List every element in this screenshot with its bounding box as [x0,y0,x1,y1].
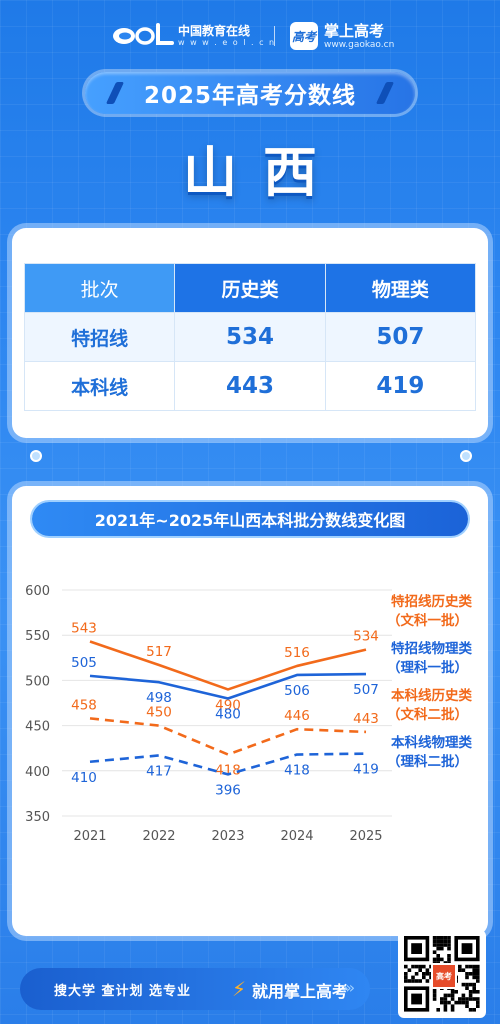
header-batch: 批次 [23,263,176,313]
table-row: 本科线 443 419 [23,361,477,411]
eol-name: 中国教育在线 [178,24,251,38]
line-chart: 600 550 500 450 400 350 2021 2022 2023 2024 2025 54… [25,584,472,844]
data-label: 480 [215,706,241,722]
gaokao-name: 掌上高考 [324,22,385,40]
table-header-row: 批次 历史类 物理类 [23,263,477,313]
undergrad-history-score: 443 [174,361,326,411]
x-tick-label: 2023 [211,829,244,844]
footer-app-name: 就用掌上高考 [252,982,349,1001]
qr-pattern-icon [404,936,480,1012]
series-line [89,640,367,691]
data-label: 443 [353,711,379,727]
card-connector-right [460,450,472,462]
data-label: 418 [215,763,241,779]
x-tick-label: 2024 [280,829,313,844]
data-label: 507 [353,682,379,698]
score-table: 批次 历史类 物理类 特招线 534 507 本科线 443 419 [23,263,477,411]
lightning-icon: ⚡ [232,977,247,1001]
data-label: 534 [353,629,379,645]
data-label: 516 [284,645,310,661]
row-label-special: 特招线 [23,312,176,362]
data-label: 506 [284,683,310,699]
series-line [89,717,367,756]
legend-sublabel: （理科一批） [387,659,468,676]
header-physics: 物理类 [324,263,477,313]
legend-label: 本科线物理类 [391,734,472,751]
page-title: 2025年高考分数线 [143,83,356,109]
y-tick-label: 550 [25,629,50,644]
table-row: 特招线 534 507 [23,312,477,362]
eol-url: w w w . e o l . c n [178,38,276,47]
y-tick-label: 350 [25,810,50,825]
qr-code[interactable]: 高考 [398,930,486,1018]
eol-logo-icon [113,23,174,45]
y-tick-label: 600 [25,584,50,599]
header-history: 历史类 [174,263,326,313]
banner-deco-right [375,82,395,104]
x-tick-label: 2025 [349,829,382,844]
data-label: 396 [215,782,241,798]
y-tick-label: 500 [25,674,50,689]
y-tick-label: 450 [25,720,50,735]
gaokao-url: www.gaokao.cn [324,40,395,50]
legend-sublabel: （文科二批） [387,706,468,723]
chart-card: 2021年~2025年山西本科批分数线变化图 600 550 500 450 400 35… [12,486,488,936]
card-connector-left [30,450,42,462]
data-label: 458 [71,697,97,713]
data-label: 450 [146,705,172,721]
qr-logo: 高考 [431,963,457,989]
footer-banner[interactable]: 搜大学 查计划 选专业 ⚡ 就用掌上高考 ››› [20,968,370,1010]
title-banner: 2025年高考分数线 [85,72,415,114]
legend-label: 本科线历史类 [391,687,472,704]
x-tick-label: 2022 [142,829,175,844]
footer-slogan: 搜大学 查计划 选专业 [54,984,192,999]
series-line [89,752,367,776]
legend-label: 特招线历史类 [391,593,472,610]
y-tick-label: 400 [25,765,50,780]
series-line [89,672,367,700]
province-name: 山西 [183,141,343,204]
score-table-card: 批次 历史类 物理类 特招线 534 507 本科线 443 419 [12,228,488,438]
data-label: 517 [146,644,172,660]
data-label: 419 [353,762,379,778]
logo-divider [274,26,275,46]
data-label: 505 [71,655,97,671]
arrow-right-icon: ››› [342,978,355,997]
banner-deco-left [105,82,125,104]
legend-sublabel: （理科二批） [387,753,468,770]
data-label: 410 [71,770,97,786]
data-label: 543 [71,621,97,637]
header-logos: 中国教育在线 w w w . e o l . c n 高考 掌上高考 www.g… [0,14,500,58]
x-tick-label: 2021 [73,829,106,844]
special-physics-score: 507 [324,312,477,362]
data-label: 417 [146,763,172,779]
chart-title: 2021年~2025年山西本科批分数线变化图 [32,502,468,536]
legend-label: 特招线物理类 [391,640,472,657]
data-label: 490 [215,697,241,713]
data-label: 418 [284,763,310,779]
data-label: 446 [284,708,310,724]
undergrad-physics-score: 419 [324,361,477,411]
data-label: 498 [146,690,172,706]
legend-sublabel: （文科一批） [387,612,468,629]
row-label-undergrad: 本科线 [23,361,176,411]
gaokao-logo-icon: 高考 [290,22,318,50]
special-history-score: 534 [174,312,326,362]
